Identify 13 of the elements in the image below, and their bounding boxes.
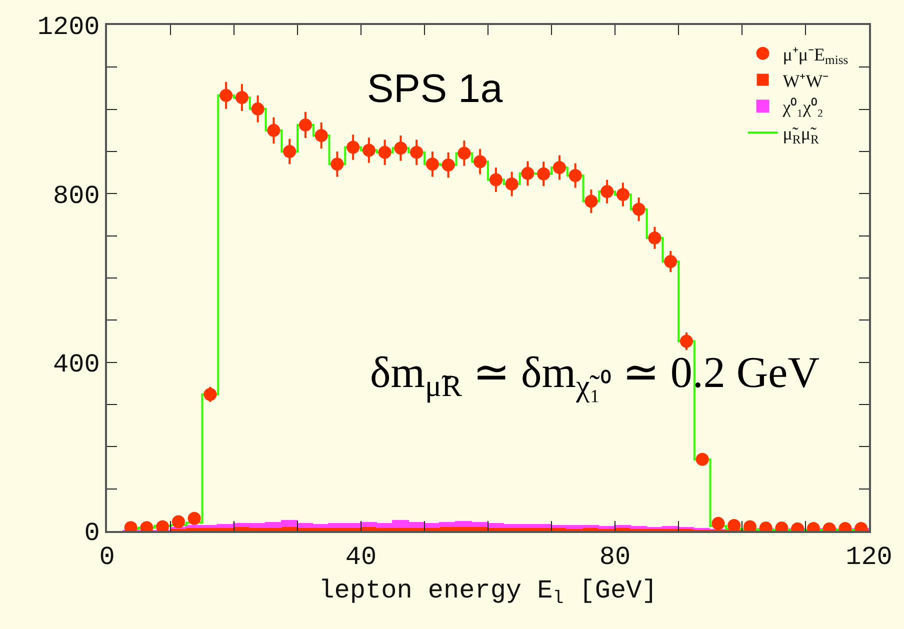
x-tick-label: 80 (599, 542, 631, 572)
y-tick-label: 0 (84, 518, 100, 548)
y-tick-label: 1200 (37, 12, 100, 42)
x-axis-title: lepton energy E$_{l}$ [GeV] (318, 575, 658, 609)
y-tick-label: 800 (52, 180, 100, 211)
legend-label: μ̃$_{R}$μ̃$_{R}$ (782, 124, 820, 146)
x-tick-label: 120 (846, 542, 892, 572)
legend-label: χ⁰₁χ⁰₂ (782, 97, 824, 118)
y-tick-label: 400 (52, 349, 100, 380)
annotation: SPS 1a (367, 67, 504, 111)
x-tick-label: 40 (345, 542, 377, 572)
legend-label: W⁺W⁻ (782, 70, 829, 91)
legend-label: μ⁺μ⁻E$_{miss}$ (782, 44, 848, 68)
